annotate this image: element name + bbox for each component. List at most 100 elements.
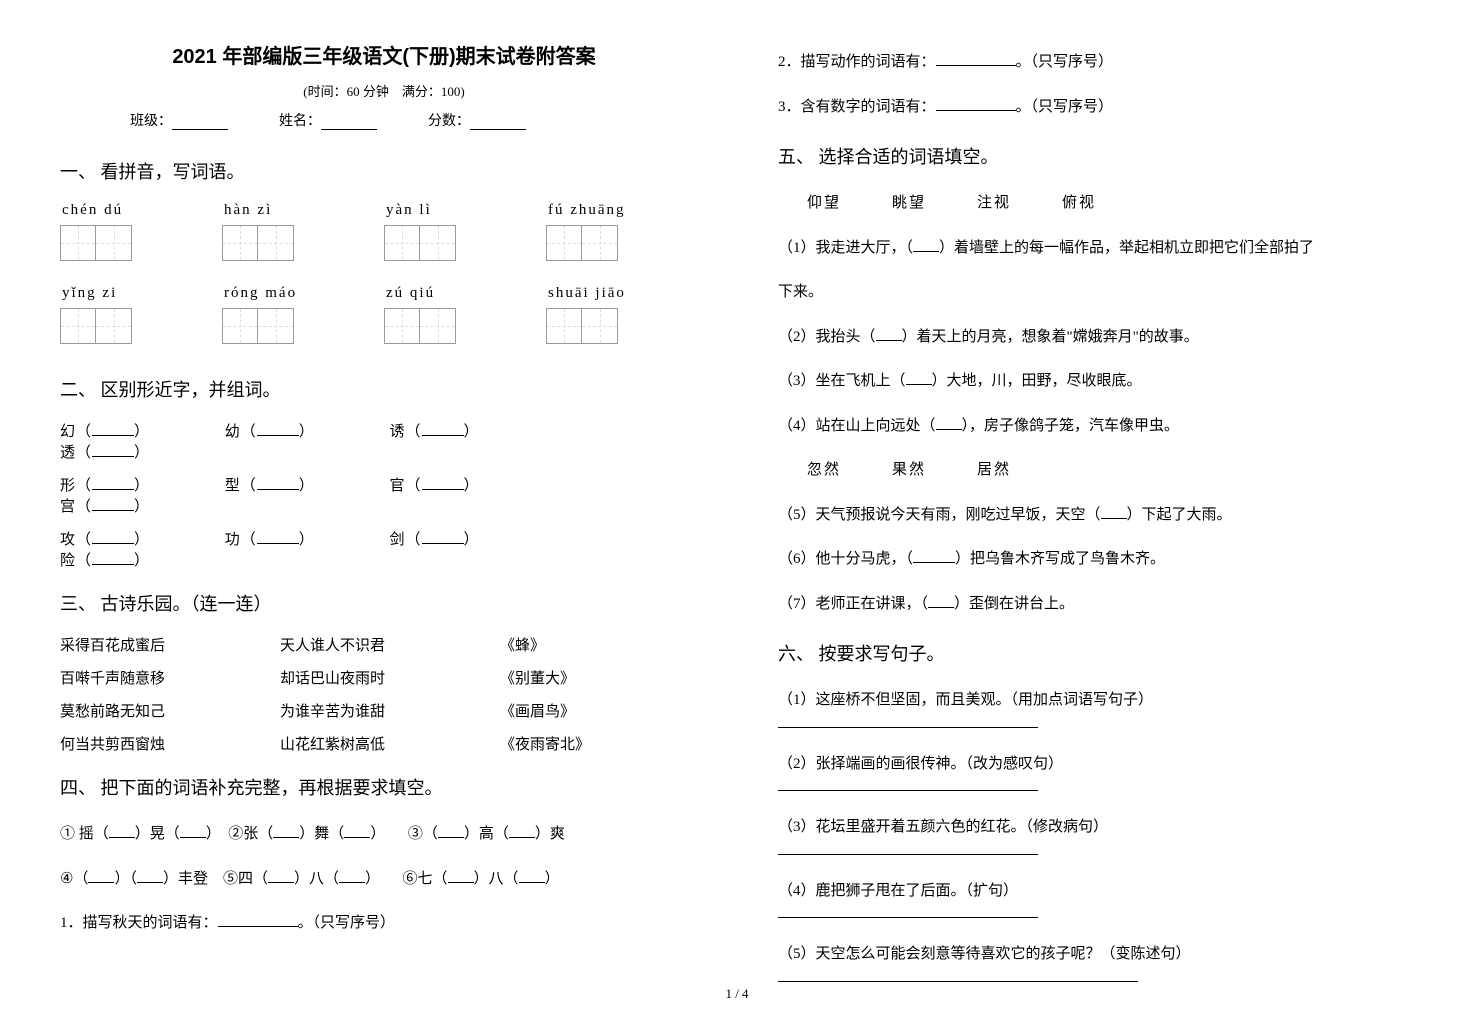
q2-char: 剑 <box>390 532 406 548</box>
pinyin-row-1: chén dú hàn zì yàn lì fú zhuāng <box>60 202 708 219</box>
q4-prompt-2: 2．描写动作的词语有：。（只写序号） <box>778 48 1414 77</box>
blank <box>876 327 902 341</box>
text: ）八（ <box>294 871 339 887</box>
tianzi-box <box>384 308 420 344</box>
blank <box>928 594 954 608</box>
q5-options-1: 仰望 眺望 注视 俯视 <box>790 189 1414 218</box>
text: ），房子像鸽子笼，汽车像甲虫。 <box>962 418 1180 434</box>
pinyin-row-2: yǐng zi róng máo zú qiú shuāi jiāo <box>60 285 708 302</box>
answer-blank <box>778 790 1038 791</box>
pinyin: chén dú <box>60 202 222 219</box>
q2-row: 幻（） 幼（） 诱（） 透（） <box>60 420 708 462</box>
blank <box>906 371 932 385</box>
q3-row: 百啭千声随意移 却话巴山夜雨时 《别董大》 <box>60 667 708 688</box>
tianzi-box <box>420 308 456 344</box>
q2-char: 诱 <box>390 424 406 440</box>
tianzi-box <box>60 308 96 344</box>
poem-line: 天人谁人不识君 <box>280 634 500 655</box>
blank <box>137 869 163 883</box>
poem-title: 《夜雨寄北》 <box>500 733 660 754</box>
text: 3．含有数字的词语有： <box>778 99 936 115</box>
blank <box>422 422 464 436</box>
q6-item-2: （2）张择端画的画很传神。（改为感叹句） <box>778 750 1414 779</box>
page-number: 1 / 4 <box>725 986 748 1002</box>
q5-item-3: （3）坐在飞机上（ ）大地，川，田野，尽收眼底。 <box>778 367 1414 396</box>
blank <box>218 913 298 927</box>
text: ）爽 <box>535 826 565 842</box>
answer-blank <box>778 854 1038 855</box>
blank <box>92 530 134 544</box>
poem-line: 何当共剪西窗烛 <box>60 733 280 754</box>
text: （1）我走进大厅，（ <box>778 240 913 256</box>
q5-item-7: （7）老师正在讲课，（）歪倒在讲台上。 <box>778 590 1414 619</box>
poem-line: 却话巴山夜雨时 <box>280 667 500 688</box>
blank <box>422 476 464 490</box>
answer-blank <box>778 981 1138 982</box>
blank <box>509 824 535 838</box>
q5-item-1: （1）我走进大厅，（ ）着墙壁上的每一幅作品，举起相机立即把它们全部拍了 <box>778 234 1414 263</box>
text: ）（ <box>114 871 137 887</box>
q2-char: 透 <box>60 445 76 461</box>
tianzi-box <box>582 225 618 261</box>
blank <box>257 422 299 436</box>
tianzi-box <box>222 308 258 344</box>
blank <box>88 869 114 883</box>
tianzi-box <box>96 225 132 261</box>
section-1-head: 一、 看拼音，写词语。 <box>60 158 708 184</box>
text: 。（只写序号） <box>298 915 396 931</box>
pinyin: zú qiú <box>384 285 546 302</box>
section-4-head: 四、 把下面的词语补充完整，再根据要求填空。 <box>60 774 708 800</box>
blank <box>519 869 545 883</box>
q2-char: 功 <box>225 532 241 548</box>
text: （3）坐在飞机上（ <box>778 373 906 389</box>
blank <box>273 824 299 838</box>
pinyin: hàn zì <box>222 202 384 219</box>
blank <box>92 476 134 490</box>
poem-title: 《画眉鸟》 <box>500 700 660 721</box>
pinyin: róng máo <box>222 285 384 302</box>
poem-line: 山花红紫树高低 <box>280 733 500 754</box>
q4-line-1: ① 摇（）晃（） ②张（）舞（） ③（）高（）爽 <box>60 820 708 849</box>
text: 1．描写秋天的词语有： <box>60 915 218 931</box>
tianzi-box <box>222 225 258 261</box>
poem-line: 采得百花成蜜后 <box>60 634 280 655</box>
text: ）着墙壁上的每一幅作品，举起相机立即把它们全部拍了 <box>939 240 1314 256</box>
q2-row: 攻（） 功（） 剑（） 险（） <box>60 528 708 570</box>
text: ）着天上的月亮，想象着"嫦娥奔月"的故事。 <box>902 329 1199 345</box>
tianzi-box <box>60 225 96 261</box>
blank <box>257 476 299 490</box>
poem-line: 百啭千声随意移 <box>60 667 280 688</box>
text: （5）天气预报说今天有雨，刚吃过早饭，天空（ <box>778 507 1101 523</box>
text: ） ⑥七（ <box>365 871 448 887</box>
q2-char: 形 <box>60 478 76 494</box>
pinyin: shuāi jiāo <box>546 285 708 302</box>
tianzi-box <box>582 308 618 344</box>
q4-prompt-1: 1．描写秋天的词语有： 。（只写序号） <box>60 909 708 938</box>
section-2-head: 二、 区别形近字，并组词。 <box>60 376 708 402</box>
blank <box>438 824 464 838</box>
text: ）大地，川，田野，尽收眼底。 <box>932 373 1142 389</box>
text: ） ③（ <box>370 826 438 842</box>
tianzi-box <box>384 225 420 261</box>
q2-char: 宫 <box>60 499 76 515</box>
blank <box>268 869 294 883</box>
q3-row: 何当共剪西窗烛 山花红紫树高低 《夜雨寄北》 <box>60 733 708 754</box>
name-label: 姓名： <box>279 114 321 129</box>
poem-title: 《别董大》 <box>500 667 660 688</box>
section-5-head: 五、 选择合适的词语填空。 <box>778 143 1414 169</box>
tianzi-box <box>258 308 294 344</box>
answer-blank <box>778 727 1038 728</box>
text: （7）老师正在讲课，（ <box>778 596 928 612</box>
q6-item-3: （3）花坛里盛开着五颜六色的红花。（修改病句） <box>778 813 1414 842</box>
q4-prompt-3: 3．含有数字的词语有：。（只写序号） <box>778 93 1414 122</box>
q2-char: 攻 <box>60 532 76 548</box>
blank <box>936 97 1016 111</box>
blank <box>422 530 464 544</box>
tianzi-row-2 <box>60 308 708 344</box>
score-blank <box>470 116 526 130</box>
tianzi-box <box>546 225 582 261</box>
poem-line: 为谁辛苦为谁甜 <box>280 700 500 721</box>
tianzi-box <box>96 308 132 344</box>
name-blank <box>321 116 377 130</box>
tianzi-box <box>546 308 582 344</box>
